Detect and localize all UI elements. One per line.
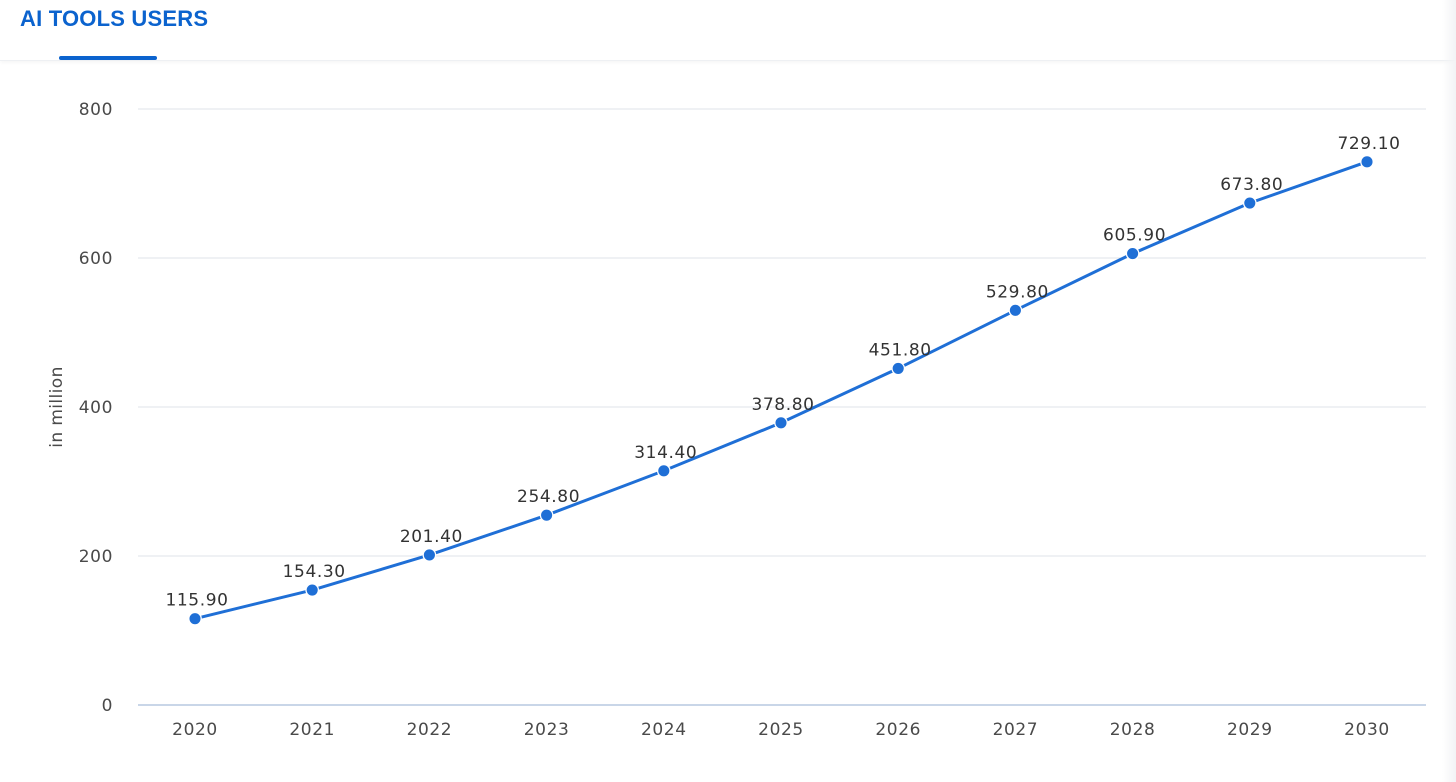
y-tick-label: 400 — [79, 398, 113, 418]
data-label: 529.80 — [986, 282, 1049, 302]
data-label: 378.80 — [751, 395, 814, 415]
y-tick-label: 200 — [79, 547, 113, 567]
data-point[interactable] — [1008, 303, 1023, 318]
series-line-layer — [193, 160, 1369, 621]
data-label: 729.10 — [1337, 134, 1400, 154]
tab-bar: AI TOOLS USERS — [0, 0, 1456, 61]
y-tick-label: 0 — [102, 696, 113, 716]
x-tick-label: 2021 — [289, 720, 335, 740]
x-tick-label: 2020 — [172, 720, 218, 740]
y-tick-label: 600 — [79, 249, 113, 269]
data-point[interactable] — [1360, 154, 1374, 169]
data-labels: 115.90 154.30 201.40 254.80 314.40 378.80 451.… — [165, 134, 1400, 611]
data-point[interactable] — [539, 508, 554, 523]
data-label: 673.80 — [1220, 175, 1283, 195]
x-tick-label: 2024 — [641, 720, 687, 740]
data-label: 254.80 — [517, 487, 580, 507]
x-tick-label: 2030 — [1344, 720, 1390, 740]
x-tick-label: 2029 — [1227, 720, 1273, 740]
x-tick-label: 2027 — [993, 720, 1039, 740]
x-tick-label: 2026 — [875, 720, 921, 740]
data-point[interactable] — [188, 611, 202, 626]
x-tick-label: 2022 — [407, 720, 453, 740]
data-label: 314.40 — [634, 443, 697, 463]
data-label: 201.40 — [400, 527, 463, 547]
data-label: 451.80 — [869, 340, 932, 360]
grid-lines — [138, 108, 1426, 706]
x-tick-label: 2028 — [1110, 720, 1156, 740]
data-point[interactable] — [774, 415, 788, 430]
data-point[interactable] — [305, 583, 320, 597]
data-point[interactable] — [1125, 246, 1140, 261]
tab-ai-tools-users[interactable]: AI TOOLS USERS — [20, 6, 209, 31]
data-label: 115.90 — [165, 591, 228, 611]
x-tick-label: 2025 — [758, 720, 804, 740]
data-points — [188, 154, 1374, 626]
data-point[interactable] — [656, 463, 671, 478]
y-axis-title: in million — [47, 366, 67, 448]
y-tick-label: 800 — [79, 100, 113, 120]
data-point[interactable] — [1242, 196, 1257, 210]
series-line — [193, 160, 1369, 621]
y-axis-ticks: 0 200 400 600 800 — [79, 100, 113, 716]
active-tab-indicator — [59, 56, 157, 60]
data-label: 154.30 — [283, 562, 346, 582]
data-point[interactable] — [422, 548, 437, 562]
data-point[interactable] — [891, 361, 906, 376]
x-axis-ticks: 2020 2021 2022 2023 2024 2025 2026 2027 2028 2029… — [172, 720, 1390, 740]
data-label: 605.90 — [1103, 226, 1166, 246]
x-tick-label: 2023 — [524, 720, 570, 740]
scroll-shadow — [1442, 0, 1456, 782]
